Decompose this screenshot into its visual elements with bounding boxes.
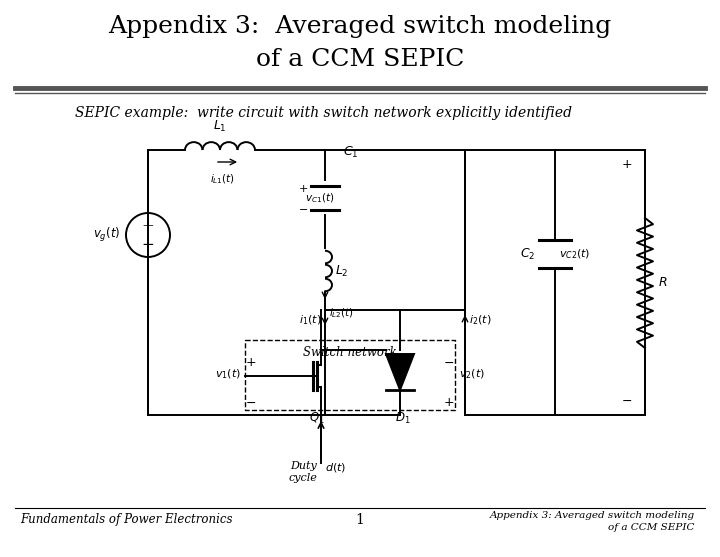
Text: $v_{C2}(t)$: $v_{C2}(t)$ <box>559 247 590 261</box>
Text: $L_1$: $L_1$ <box>213 119 227 134</box>
Text: $C_1$: $C_1$ <box>343 145 359 160</box>
Text: $R$: $R$ <box>658 276 667 290</box>
Text: $v_1(t)$: $v_1(t)$ <box>215 367 241 381</box>
Text: Appendix 3: Averaged switch modeling: Appendix 3: Averaged switch modeling <box>490 511 695 520</box>
Text: $i_1(t)$: $i_1(t)$ <box>299 313 321 327</box>
Text: Fundamentals of Power Electronics: Fundamentals of Power Electronics <box>20 514 233 526</box>
Text: $-$: $-$ <box>621 393 633 407</box>
Text: $i_{L1}(t)$: $i_{L1}(t)$ <box>210 172 235 185</box>
Text: $+$: $+$ <box>621 159 633 172</box>
Text: +: + <box>142 219 154 233</box>
Text: $-$: $-$ <box>444 355 454 369</box>
Polygon shape <box>386 354 414 390</box>
Text: of a CCM SEPIC: of a CCM SEPIC <box>608 522 695 531</box>
Text: $-$: $-$ <box>298 203 308 213</box>
Text: $L_2$: $L_2$ <box>335 263 348 278</box>
Text: $C_2$: $C_2$ <box>520 246 535 262</box>
Text: $Q_1$: $Q_1$ <box>309 411 325 426</box>
Text: $-$: $-$ <box>246 395 256 408</box>
Text: SEPIC example:  write circuit with switch network explicitly identified: SEPIC example: write circuit with switch… <box>75 106 572 120</box>
Text: $v_2(t)$: $v_2(t)$ <box>459 367 485 381</box>
Text: $+$: $+$ <box>246 355 256 369</box>
Text: $d(t)$: $d(t)$ <box>325 461 346 474</box>
Text: Duty
cycle: Duty cycle <box>288 461 317 483</box>
Text: $i_2(t)$: $i_2(t)$ <box>469 313 492 327</box>
Text: $+$: $+$ <box>298 183 308 193</box>
Text: $v_g(t)$: $v_g(t)$ <box>93 226 120 244</box>
Text: $v_{C1}(t)$: $v_{C1}(t)$ <box>305 191 335 205</box>
Text: Appendix 3:  Averaged switch modeling: Appendix 3: Averaged switch modeling <box>109 15 611 38</box>
Text: of a CCM SEPIC: of a CCM SEPIC <box>256 48 464 71</box>
Text: $i_{L2}(t)$: $i_{L2}(t)$ <box>329 306 354 320</box>
Text: $D_1$: $D_1$ <box>395 411 411 426</box>
Text: Switch network: Switch network <box>303 345 397 359</box>
Text: 1: 1 <box>356 513 364 527</box>
Text: $+$: $+$ <box>444 395 454 408</box>
Text: −: − <box>142 238 154 252</box>
